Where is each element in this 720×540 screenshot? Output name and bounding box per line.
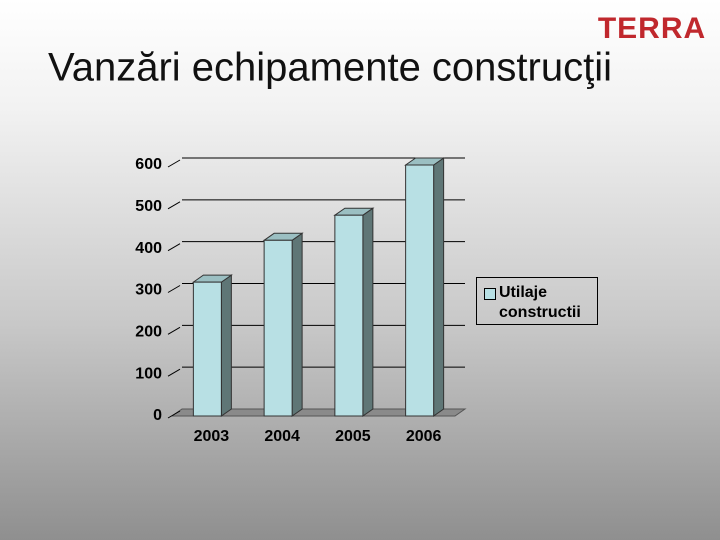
tick-mark: [167, 326, 181, 335]
legend-label: Utilaje constructii: [499, 284, 581, 321]
bar: [334, 214, 364, 417]
x-tick-label: 2005: [335, 428, 371, 445]
bar-side: [220, 274, 232, 417]
bar: [192, 281, 222, 417]
tick-mark: [167, 243, 181, 252]
legend-swatch: [484, 288, 496, 300]
bar-side: [291, 232, 303, 417]
chart-title: Vanzări echipamente construcţii: [48, 46, 612, 90]
bar: [405, 164, 435, 417]
bar-side: [362, 207, 374, 417]
tick-mark: [167, 201, 181, 210]
y-tick-label: 100: [135, 365, 162, 382]
bar: [263, 239, 293, 417]
y-tick-label: 400: [135, 240, 162, 257]
tick-mark: [167, 285, 181, 293]
y-tick-label: 0: [153, 407, 162, 424]
x-tick-label: 2004: [264, 428, 300, 445]
y-tick-label: 600: [135, 156, 162, 173]
x-tick-label: 2003: [194, 428, 230, 445]
bar-side: [433, 157, 445, 417]
tick-mark: [167, 368, 181, 377]
tick-mark: [167, 410, 181, 419]
bars: 2003 2004 2005 2006: [191, 157, 446, 445]
legend: Utilaje constructii: [476, 277, 598, 325]
y-tick-label: 200: [135, 324, 162, 341]
y-tick-label: 300: [135, 282, 162, 299]
y-tick-label: 500: [135, 198, 162, 215]
x-tick-label: 2006: [406, 428, 442, 445]
tick-mark: [167, 159, 181, 168]
logo: TERRA: [598, 12, 706, 45]
